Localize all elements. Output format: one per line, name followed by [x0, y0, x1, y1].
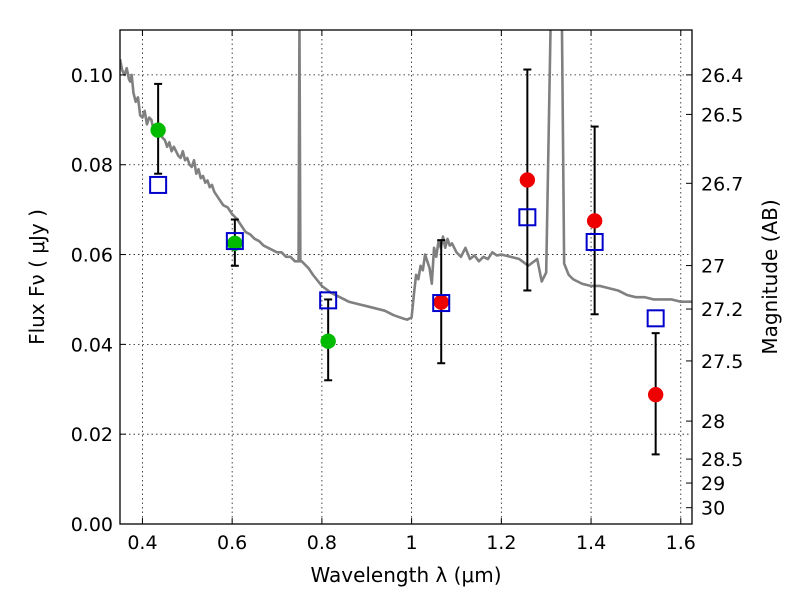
data-point-circle	[519, 172, 536, 188]
y2-tick-label: 27	[701, 256, 725, 278]
x-tick-label: 1.2	[486, 532, 516, 554]
x-tick-label: 0.4	[127, 532, 157, 554]
model-point-square	[432, 294, 451, 313]
model-point-square	[585, 232, 604, 251]
data-point-circle	[433, 294, 449, 310]
data-point-circle	[647, 386, 664, 403]
y-tick-label: 0.00	[71, 514, 113, 536]
data-markers	[149, 122, 665, 403]
plot-frame	[119, 29, 693, 525]
y2-tick-label: 26.4	[701, 65, 743, 87]
y2-tick-label: 30	[701, 498, 725, 520]
spectrum-line	[120, 30, 692, 321]
model-point-square	[225, 232, 244, 251]
data-point-circle	[150, 122, 166, 138]
y2-tick-label: 27.5	[701, 351, 743, 373]
y2-axis-ticks: 26.4 26.5 26.7 27 27.2 27.5 28 28.529 30	[686, 65, 743, 520]
y-tick-label: 0.06	[71, 245, 113, 267]
y-tick-label: 0.02	[71, 424, 113, 446]
x-axis-label: Wavelength λ (μm)	[310, 563, 501, 587]
grid	[120, 30, 692, 525]
error-bars	[154, 68, 660, 456]
model-point-square	[646, 309, 665, 328]
model-point-square	[518, 208, 537, 227]
y-tick-label: 0.10	[71, 65, 113, 87]
model-point-square	[319, 291, 338, 310]
data-point-circle	[586, 213, 603, 229]
model-point-square	[149, 175, 168, 194]
y2-tick-label: 26.7	[701, 173, 743, 195]
y2-tick-label: 29	[701, 473, 725, 495]
y-tick-label: 0.04	[71, 334, 113, 356]
y2-axis-label: Magnitude (AB)	[758, 199, 782, 354]
y-axis-label: Flux Fν ( μJy )	[25, 209, 49, 345]
x-tick-label: 1	[406, 532, 418, 554]
y-axis-ticks: 0.00 0.02 0.04 0.06 0.08 0.10	[71, 65, 126, 536]
x-axis-ticks: 0.4 0.6 0.8 1 1.2 1.4 1.6	[127, 30, 696, 554]
x-tick-label: 1.4	[576, 532, 606, 554]
y2-tick-label: 28	[701, 411, 725, 433]
model-spectrum	[120, 30, 692, 321]
y2-tick-label: 28.5	[701, 449, 743, 471]
y2-tick-label: 26.5	[701, 104, 743, 126]
x-tick-label: 0.8	[307, 532, 337, 554]
x-tick-label: 1.6	[666, 532, 696, 554]
y2-tick-label: 27.2	[701, 299, 743, 321]
data-point-circle	[320, 333, 336, 349]
y-tick-label: 0.08	[71, 155, 113, 177]
x-tick-label: 0.6	[217, 532, 247, 554]
